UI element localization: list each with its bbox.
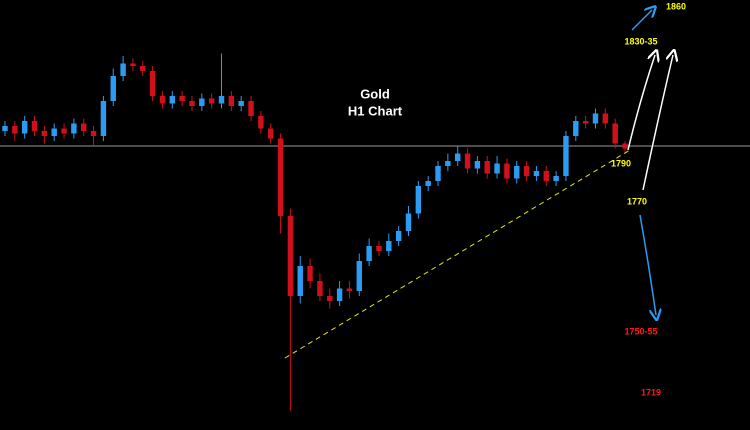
- candle-body: [504, 163, 510, 179]
- candle-body: [405, 213, 412, 231]
- candle-body: [41, 131, 48, 136]
- candle-body: [553, 176, 559, 181]
- candle-body: [100, 101, 107, 136]
- candle-body: [189, 101, 195, 106]
- candle-body: [533, 171, 540, 176]
- candle-body: [592, 113, 599, 124]
- annotation: 1750-55: [624, 326, 657, 336]
- chart-subtitle: H1 Chart: [348, 103, 403, 118]
- candle-body: [2, 126, 8, 131]
- candle-body: [454, 153, 461, 161]
- candle-body: [484, 161, 490, 174]
- candle-body: [612, 123, 618, 144]
- arrow-up: [631, 10, 652, 31]
- candle-body: [110, 76, 116, 101]
- candle-body: [21, 121, 28, 134]
- candle-body: [445, 161, 451, 166]
- candle-body: [169, 96, 176, 104]
- annotation: 1790: [611, 158, 631, 168]
- candle-body: [130, 63, 136, 66]
- candle-body: [346, 288, 353, 291]
- candle-body: [90, 131, 97, 136]
- candle-body: [425, 181, 431, 186]
- candle-body: [573, 121, 579, 136]
- arrow-down: [639, 214, 656, 315]
- candle-body: [208, 98, 215, 104]
- candle-body: [199, 98, 205, 106]
- annotation: 1770: [627, 196, 647, 206]
- candle-body: [415, 186, 422, 214]
- candle-body: [71, 123, 77, 134]
- candle-body: [514, 166, 520, 179]
- candle-body: [81, 123, 87, 131]
- candle-body: [376, 246, 382, 251]
- candle-body: [218, 96, 225, 104]
- annotation: 1719: [641, 387, 661, 397]
- candle-body: [317, 281, 323, 296]
- candle-body: [248, 101, 254, 116]
- candle-body: [140, 66, 146, 71]
- candle-body: [159, 96, 166, 104]
- candle-body: [120, 63, 126, 76]
- candle-body: [366, 246, 372, 261]
- candle-body: [435, 166, 441, 181]
- candle-body: [494, 163, 500, 174]
- candle-body: [523, 166, 530, 176]
- candle-body: [356, 261, 362, 291]
- candle-body: [297, 266, 303, 296]
- candle-body: [602, 113, 609, 124]
- candle-body: [287, 216, 294, 296]
- candle-body: [51, 128, 57, 136]
- candle-body: [543, 171, 549, 181]
- annotation: 1860: [666, 1, 686, 11]
- candle-body: [327, 296, 333, 301]
- candle-body: [563, 136, 569, 176]
- candle-body: [238, 101, 244, 106]
- candle-body: [582, 121, 589, 124]
- annotation: 1830-35: [624, 36, 657, 46]
- arrow-up: [627, 55, 655, 151]
- candle-body: [12, 126, 18, 134]
- candle-body: [336, 288, 343, 301]
- chart-title: Gold: [360, 86, 390, 101]
- candle-body: [149, 71, 156, 96]
- candle-body: [258, 116, 264, 129]
- candle-body: [395, 231, 402, 241]
- candles: [0, 53, 750, 411]
- candle-body: [179, 96, 185, 101]
- candle-body: [31, 121, 38, 131]
- candle-body: [307, 266, 313, 281]
- candle-body: [622, 143, 628, 149]
- trend-line: [284, 149, 631, 359]
- candle-body: [277, 138, 284, 216]
- candle-body: [61, 128, 67, 134]
- candle-body: [464, 153, 471, 169]
- candle-body: [474, 161, 481, 169]
- candle-body: [228, 96, 235, 106]
- arrow-up: [642, 55, 673, 191]
- candle-body: [268, 128, 274, 139]
- candle-body: [386, 241, 392, 251]
